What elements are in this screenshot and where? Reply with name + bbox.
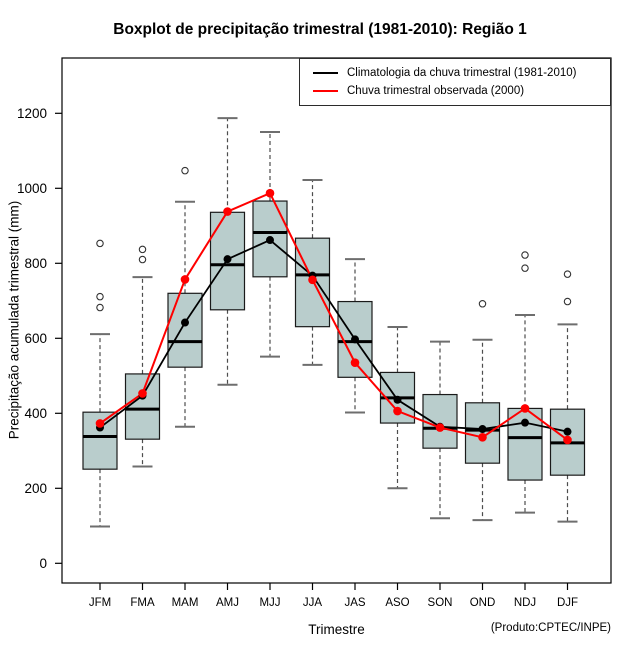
- x-tick-label: SON: [428, 597, 453, 609]
- x-tick-label: FMA: [130, 597, 155, 609]
- y-tick-label: 600: [24, 331, 47, 346]
- legend-entry-climatology: Climatologia da chuva trimestral (1981-2…: [313, 66, 610, 81]
- climatology-point: [351, 335, 359, 344]
- observed-point: [265, 188, 275, 198]
- y-tick-label: 400: [24, 406, 47, 421]
- outlier-point: [563, 270, 572, 278]
- observed-point: [223, 207, 232, 216]
- box: [422, 393, 458, 449]
- x-tick-label: OND: [470, 597, 496, 609]
- y-tick-label: 200: [24, 481, 47, 496]
- y-tick-label: 1200: [17, 106, 47, 121]
- climatology-point: [181, 318, 189, 327]
- climatology-point: [266, 236, 274, 245]
- legend-label-observed: Chuva trimestral observada (2000): [347, 85, 525, 97]
- observed-point: [563, 435, 572, 445]
- outlier-point: [138, 255, 147, 264]
- x-tick-label: MJJ: [259, 597, 280, 609]
- outlier-point: [96, 292, 104, 301]
- climatology-point: [478, 425, 487, 434]
- observed-point: [350, 358, 360, 367]
- observed-point: [308, 275, 317, 285]
- observed-line: [99, 191, 569, 441]
- observed-point: [95, 419, 105, 428]
- y-axis-title: Precipitação acumulada trimestral (mm): [6, 200, 22, 440]
- x-axis-title: Trimestre: [308, 622, 365, 637]
- x-tick-label: JAS: [344, 597, 365, 609]
- y-tick-label: 1000: [17, 181, 47, 196]
- observed-point: [180, 275, 190, 284]
- box: [124, 373, 161, 440]
- climatology-point: [223, 255, 232, 264]
- box: [82, 411, 118, 470]
- observed-line-swatch: [313, 90, 338, 92]
- x-tick-label: NDJ: [514, 597, 536, 609]
- observed-point: [435, 423, 445, 432]
- legend-box: Climatologia da chuva trimestral (1981-2…: [299, 58, 611, 106]
- x-tick-label: MAM: [172, 597, 199, 609]
- x-tick-label: DJF: [557, 597, 578, 609]
- y-tick-label: 0: [39, 556, 47, 571]
- climatology-point: [393, 395, 402, 404]
- climatology-point: [563, 427, 572, 436]
- x-tick-label: AMJ: [216, 597, 239, 609]
- observed-point: [138, 389, 147, 398]
- y-tick-label: 800: [24, 256, 47, 271]
- plot-frame: [61, 57, 612, 584]
- outlier-point: [138, 245, 147, 254]
- x-tick-label: ASO: [385, 597, 409, 609]
- outlier-point: [521, 251, 529, 259]
- climatology-line: [99, 238, 568, 433]
- climatology-point: [521, 418, 529, 427]
- footnote-product-credit: (Produto:CPTEC/INPE): [490, 622, 611, 634]
- outlier-point: [96, 303, 104, 312]
- outlier-point: [521, 264, 529, 272]
- legend-entry-observed: Chuva trimestral observada (2000): [313, 84, 610, 99]
- outlier-point: [563, 297, 572, 306]
- outlier-point: [96, 239, 104, 248]
- outlier-point: [181, 166, 189, 175]
- x-tick-label: JFM: [89, 597, 111, 609]
- observed-point: [393, 406, 402, 416]
- observed-point: [478, 433, 487, 442]
- chart-title: Boxplot de precipitação trimestral (1981…: [113, 21, 527, 38]
- outlier-point: [478, 300, 487, 308]
- box: [294, 237, 331, 328]
- climatology-line-swatch: [313, 72, 338, 74]
- box: [507, 407, 543, 481]
- x-tick-label: JJA: [303, 597, 323, 609]
- legend-label-climatology: Climatologia da chuva trimestral (1981-2…: [347, 67, 577, 79]
- observed-point: [520, 404, 530, 413]
